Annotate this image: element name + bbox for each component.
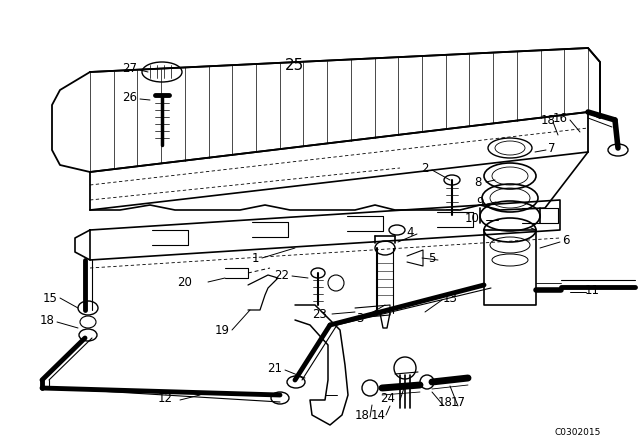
Text: 14: 14 [371, 409, 385, 422]
Text: 23: 23 [312, 307, 328, 320]
Text: 1: 1 [252, 251, 259, 264]
Text: 16: 16 [552, 112, 568, 125]
Text: 3: 3 [356, 311, 364, 324]
Text: 25: 25 [285, 57, 305, 73]
Text: C0302015: C0302015 [555, 427, 601, 436]
Text: 19: 19 [214, 323, 230, 336]
Text: 15: 15 [43, 292, 58, 305]
Text: 22: 22 [275, 268, 289, 281]
Text: 6: 6 [563, 233, 570, 246]
Text: 11: 11 [584, 284, 600, 297]
Text: 20: 20 [177, 276, 193, 289]
Text: 24: 24 [381, 392, 396, 405]
Text: 18: 18 [438, 396, 452, 409]
Text: 18: 18 [541, 113, 556, 126]
Text: 12: 12 [157, 392, 173, 405]
Text: 13: 13 [443, 292, 458, 305]
Text: 8: 8 [474, 176, 482, 189]
Text: 26: 26 [122, 90, 138, 103]
Text: 7: 7 [548, 142, 556, 155]
Text: 4: 4 [406, 225, 413, 238]
Text: 5: 5 [428, 251, 436, 264]
Text: 18: 18 [355, 409, 369, 422]
Text: 17: 17 [451, 396, 465, 409]
Text: 21: 21 [268, 362, 282, 375]
Text: 10: 10 [465, 211, 479, 224]
Text: 9: 9 [476, 195, 484, 208]
Text: 18: 18 [40, 314, 54, 327]
Text: 27: 27 [122, 61, 138, 74]
Text: 2: 2 [421, 161, 429, 175]
